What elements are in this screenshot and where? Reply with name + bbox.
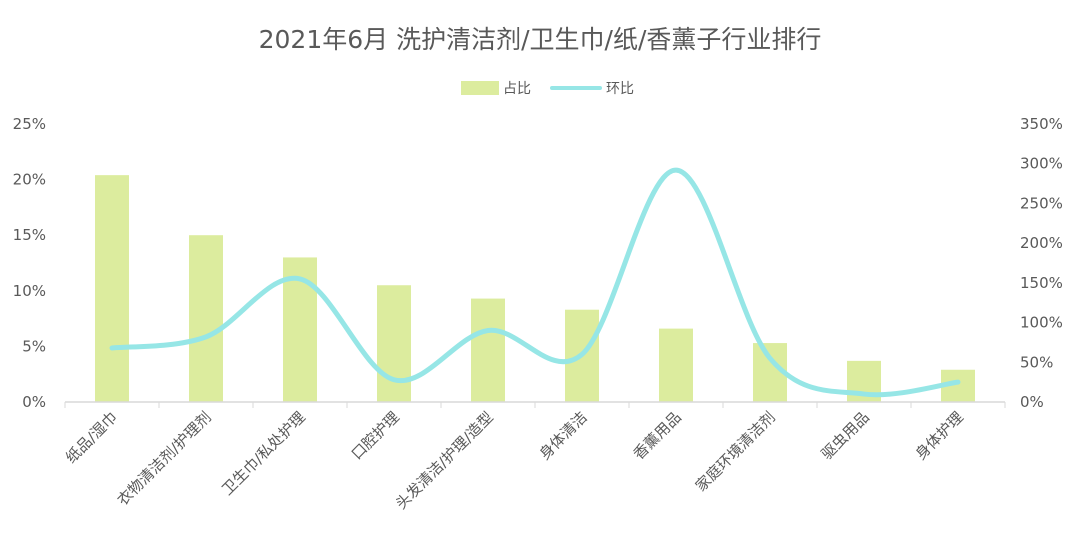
y-left-tick-label: 25% — [13, 115, 46, 133]
x-tick-label: 头发清洁/护理/造型 — [392, 408, 497, 513]
bar — [659, 328, 693, 402]
y-right-tick-label: 250% — [1020, 194, 1063, 212]
x-tick-label: 纸品/湿巾 — [62, 408, 121, 467]
bar — [189, 235, 223, 402]
y-left-tick-label: 10% — [13, 282, 46, 300]
y-right-tick-label: 350% — [1020, 115, 1063, 133]
legend-item-bar: 占比 — [461, 78, 531, 98]
legend-line-swatch — [550, 86, 602, 90]
y-left-tick-label: 20% — [13, 171, 46, 189]
y-right-tick-label: 100% — [1020, 314, 1063, 332]
x-tick-label: 香薰用品 — [630, 408, 685, 463]
x-tick-label: 卫生巾/私处护理 — [218, 408, 309, 499]
x-tick-label: 家庭环境清洁剂 — [692, 408, 779, 495]
x-tick-label: 衣物清洁剂/护理剂 — [114, 408, 215, 509]
y-right-tick-label: 300% — [1020, 155, 1063, 173]
series-line — [109, 167, 961, 398]
chart-title: 2021年6月 洗护清洁剂/卫生巾/纸/香薰子行业排行 — [258, 25, 822, 54]
y-left-tick-label: 5% — [22, 337, 46, 355]
x-tick-label: 身体护理 — [912, 408, 967, 463]
bar — [377, 285, 411, 402]
bar — [95, 175, 129, 402]
legend-bar-swatch — [461, 81, 499, 95]
legend-label-bar: 占比 — [503, 81, 531, 97]
y-right-tick-label: 0% — [1020, 393, 1044, 411]
bar — [283, 257, 317, 402]
legend-label-line: 环比 — [606, 81, 634, 97]
y-right-tick-label: 200% — [1020, 234, 1063, 252]
bar — [471, 298, 505, 402]
x-tick-label: 身体清洁 — [536, 408, 591, 463]
x-tick-label: 驱虫用品 — [818, 408, 873, 463]
y-left-tick-label: 15% — [13, 226, 46, 244]
y-right-tick-label: 150% — [1020, 274, 1063, 292]
legend: 占比 环比 — [0, 78, 1080, 100]
y-right-tick-label: 50% — [1020, 353, 1053, 371]
legend-item-line: 环比 — [550, 78, 634, 98]
x-tick-label: 口腔护理 — [348, 408, 403, 463]
y-left-tick-label: 0% — [22, 393, 46, 411]
